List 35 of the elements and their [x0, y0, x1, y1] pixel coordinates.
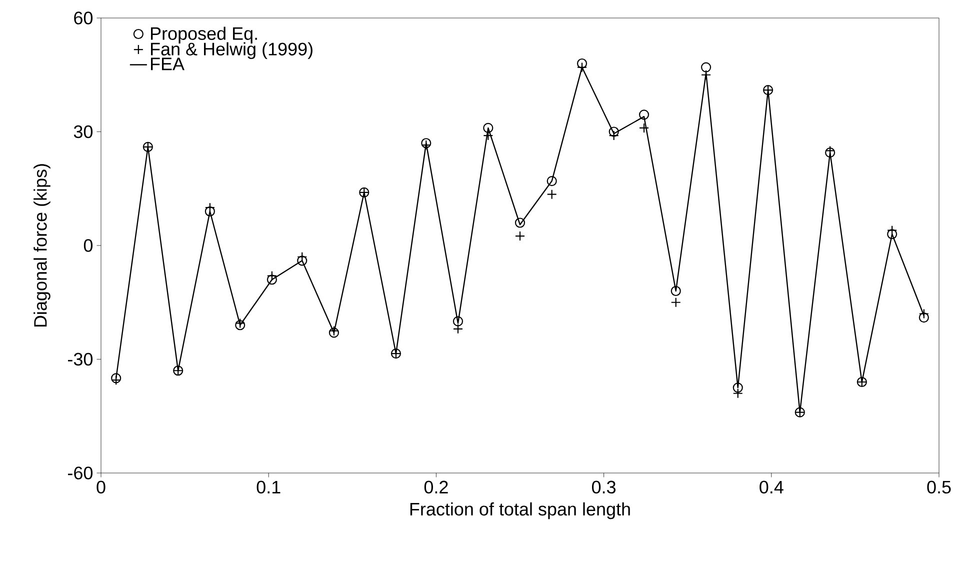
- y-axis-title: Diagonal force (kips): [34, 164, 50, 327]
- point: [638, 110, 650, 120]
- point: [576, 58, 588, 69]
- point: [887, 229, 898, 240]
- point: [514, 218, 526, 228]
- point: [452, 316, 464, 326]
- point: [514, 230, 526, 242]
- x-tick-label: 0.2: [424, 480, 448, 494]
- y-tick-label: 30: [74, 125, 93, 138]
- point: [297, 256, 308, 266]
- y-tick-label: -60: [68, 466, 93, 480]
- point: [732, 382, 743, 393]
- point: [452, 324, 464, 334]
- x-tick-label: 0: [96, 480, 106, 494]
- y-tick-label: 0: [84, 239, 93, 252]
- y-tick-label: -30: [68, 352, 93, 366]
- point: [266, 274, 278, 285]
- x-tick-label: 0.5: [927, 480, 951, 494]
- point: [204, 206, 215, 216]
- point: [608, 126, 619, 137]
- point: [483, 122, 494, 134]
- point: [546, 189, 557, 200]
- point: [918, 312, 929, 323]
- point: [638, 122, 650, 134]
- legend-label: FEA: [151, 58, 184, 70]
- y-tick-label: 60: [74, 12, 93, 24]
- x-tick-label: 0.4: [760, 480, 784, 494]
- point: [732, 388, 743, 398]
- x-tick-label: 0.3: [592, 480, 616, 494]
- x-axis-title: Fraction of total span length: [410, 502, 630, 520]
- point: [670, 297, 681, 308]
- x-tick-label: 0.1: [256, 480, 280, 494]
- point: [546, 176, 557, 186]
- point: [670, 286, 681, 296]
- point: [700, 62, 712, 72]
